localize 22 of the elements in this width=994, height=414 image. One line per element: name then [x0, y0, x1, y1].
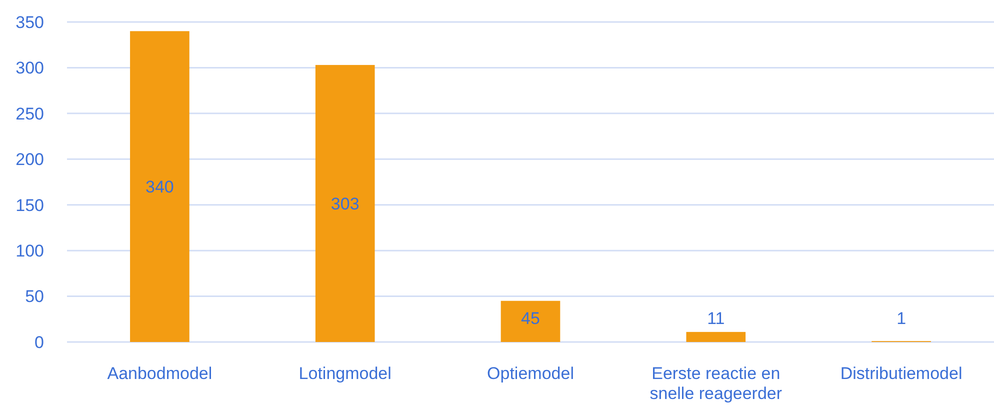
x-tick-label: Aanbodmodel [107, 364, 212, 383]
y-tick-label: 50 [25, 287, 44, 306]
data-label: 340 [146, 178, 174, 197]
y-tick-label: 300 [16, 58, 44, 78]
x-tick-label: Eerste reactie en snelle reageerder [650, 364, 782, 403]
y-tick-label: 200 [16, 150, 44, 170]
y-tick-label: 100 [16, 242, 44, 261]
bar [500, 300, 560, 342]
x-tick-label: Lotingmodel [298, 364, 392, 383]
x-tick-label: Optiemodel [487, 364, 574, 383]
data-label: 45 [521, 308, 540, 328]
bar [130, 31, 190, 342]
y-tick-label: 350 [16, 12, 44, 32]
y-tick-label: 150 [16, 196, 44, 215]
data-label: 11 [707, 308, 725, 328]
x-tick-label: Distributiemodel [840, 364, 962, 383]
bar [315, 64, 375, 342]
y-tick-label: 0 [34, 332, 44, 352]
y-tick-label: 250 [16, 104, 44, 124]
data-label: 1 [896, 308, 906, 328]
data-label: 303 [330, 194, 360, 214]
bar [686, 332, 746, 342]
